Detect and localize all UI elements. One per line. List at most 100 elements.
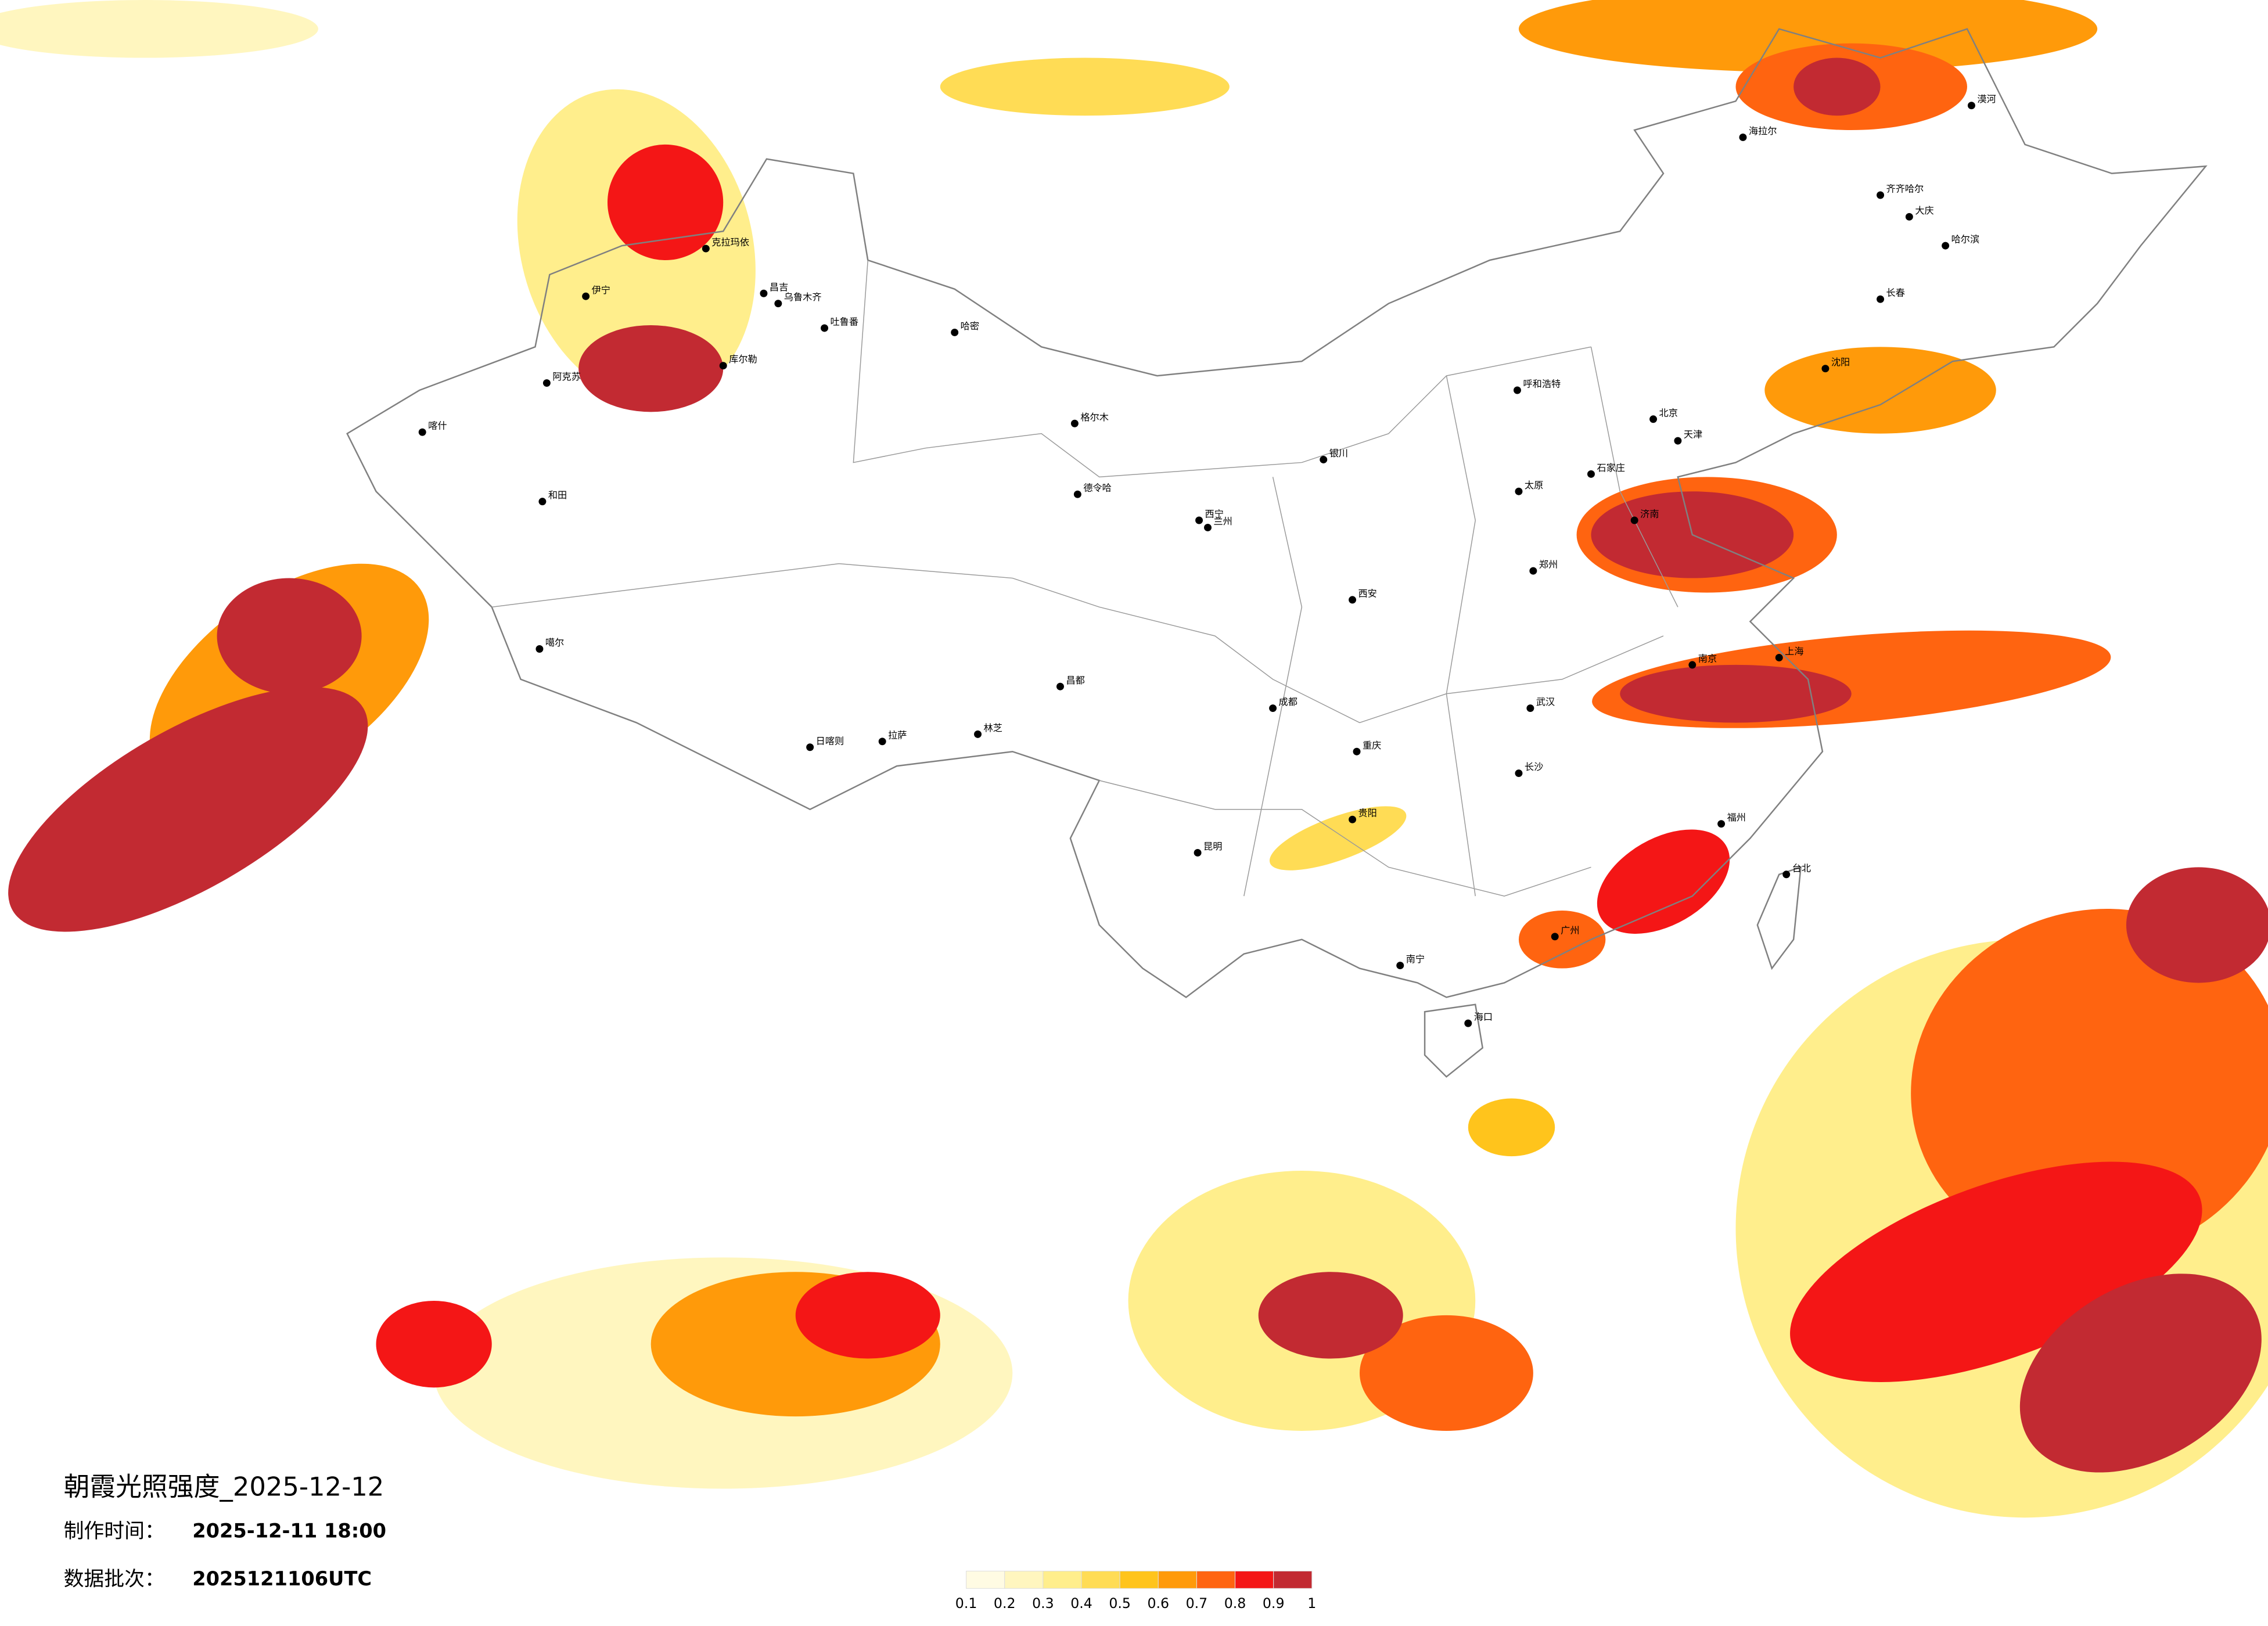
intensity-patch [1790,1161,2202,1382]
city-label: 拉萨 [888,729,907,740]
intensity-patch [0,0,318,58]
city-label: 石家庄 [1597,462,1625,473]
city-dot [1464,1019,1472,1027]
city-dot [821,324,829,332]
colorbar-tick-label: 0.6 [1147,1595,1169,1611]
city-label: 昆明 [1203,841,1222,852]
city-dot [974,730,982,738]
intensity-patch [940,57,1230,116]
intensity-patch [1258,1272,1403,1359]
city-dot [1649,415,1658,423]
intensity-patch [217,578,362,694]
city-dot [1269,704,1277,713]
colorbar-swatch [1235,1570,1274,1589]
intensity-patch [795,1272,940,1359]
city-dot [1630,516,1638,524]
made-value: 2025-12-11 18:00 [192,1520,386,1542]
country-outline [346,28,2208,998]
city-dot [1529,567,1537,575]
city-dot [702,244,710,253]
intensity-patch [1519,0,2097,73]
city-label: 长沙 [1525,761,1543,772]
city-dot [1942,242,1950,250]
city-label: 大庆 [1915,205,1933,216]
colorbar-tick-label: 1 [1307,1595,1316,1611]
city-dot [538,498,547,506]
intensity-patch [2126,867,2268,983]
city-label: 成都 [1279,696,1297,707]
city-dot [1195,516,1203,524]
city-dot [1551,933,1559,941]
city-label: 太原 [1525,480,1543,491]
city-label: 克拉玛依 [711,237,749,248]
city-label: 重庆 [1363,740,1381,751]
city-label: 台北 [1792,862,1811,873]
city-label: 德令哈 [1083,483,1112,494]
city-label: 海口 [1474,1012,1493,1023]
city-label: 噶尔 [545,637,564,648]
city-label: 库尔勒 [729,354,757,365]
city-dot [1526,704,1534,713]
city-dot [1877,191,1885,199]
city-label: 南宁 [1406,954,1425,965]
city-label: 昌吉 [770,282,788,293]
colorbar-swatch [966,1570,1005,1589]
city-label: 长春 [1886,287,1905,298]
city-label: 日喀则 [816,735,844,746]
city-dot [1515,487,1523,495]
city-dot [1353,747,1361,756]
intensity-patch [8,687,368,932]
city-dot [1070,419,1079,427]
city-label: 贵阳 [1358,808,1377,819]
colorbar-tick-label: 0.1 [955,1595,977,1611]
city-dot [1967,102,1975,110]
batch-value: 2025121106UTC [192,1567,372,1590]
intensity-patch [2019,1274,2262,1473]
intensity-patch [1620,664,1852,723]
city-label: 西宁 [1205,509,1224,520]
city-label: 和田 [548,490,567,501]
city-dot [1821,365,1830,373]
colorbar: 0.1 0.2 0.3 0.4 0.5 0.6 0.7 0.8 0.9 1 [955,1570,1316,1611]
intensity-patch [607,144,724,260]
city-dot [1320,455,1328,463]
city-dot [1739,133,1747,141]
intensity-patch [1911,908,2268,1260]
colorbar-tick-label: 0.3 [1032,1595,1054,1611]
city-label: 福州 [1727,812,1746,823]
map-title: 朝霞光照强度_2025-12-12 [64,1472,384,1502]
colorbar-swatch [1273,1570,1313,1589]
colorbar-tick-label: 0.8 [1224,1595,1246,1611]
city-dot [1587,470,1595,478]
city-label: 上海 [1785,646,1803,657]
city-dot [582,292,590,300]
intensity-patch [578,325,724,412]
colorbar-tick-label: 0.9 [1263,1595,1285,1611]
colorbar-swatch [1004,1570,1044,1589]
intensity-patch [1269,806,1407,870]
colorbar-swatch [1119,1570,1159,1589]
city-label: 银川 [1329,448,1348,459]
city-label: 天津 [1684,429,1702,440]
city-label: 呼和浩特 [1523,379,1561,390]
city-label: 吐鲁番 [831,316,859,328]
city-label: 沈阳 [1831,357,1850,368]
city-dot [535,645,544,653]
city-label: 哈尔滨 [1951,234,1980,245]
city-label: 昌都 [1066,675,1084,686]
colorbar-tick-label: 0.5 [1109,1595,1131,1611]
made-label: 制作时间： [64,1520,165,1543]
city-label: 伊宁 [592,285,610,296]
city-label: 郑州 [1539,559,1558,570]
hainan [1424,1003,1484,1078]
city-label: 广州 [1561,924,1579,936]
city-label: 哈密 [961,321,979,332]
colorbar-swatch [1158,1570,1197,1589]
intensity-patch [1468,1098,1555,1157]
city-dot [878,738,886,746]
intensity-patch [1793,57,1881,116]
taiwan [1756,866,1802,970]
colorbar-tick-label: 0.2 [994,1595,1016,1611]
